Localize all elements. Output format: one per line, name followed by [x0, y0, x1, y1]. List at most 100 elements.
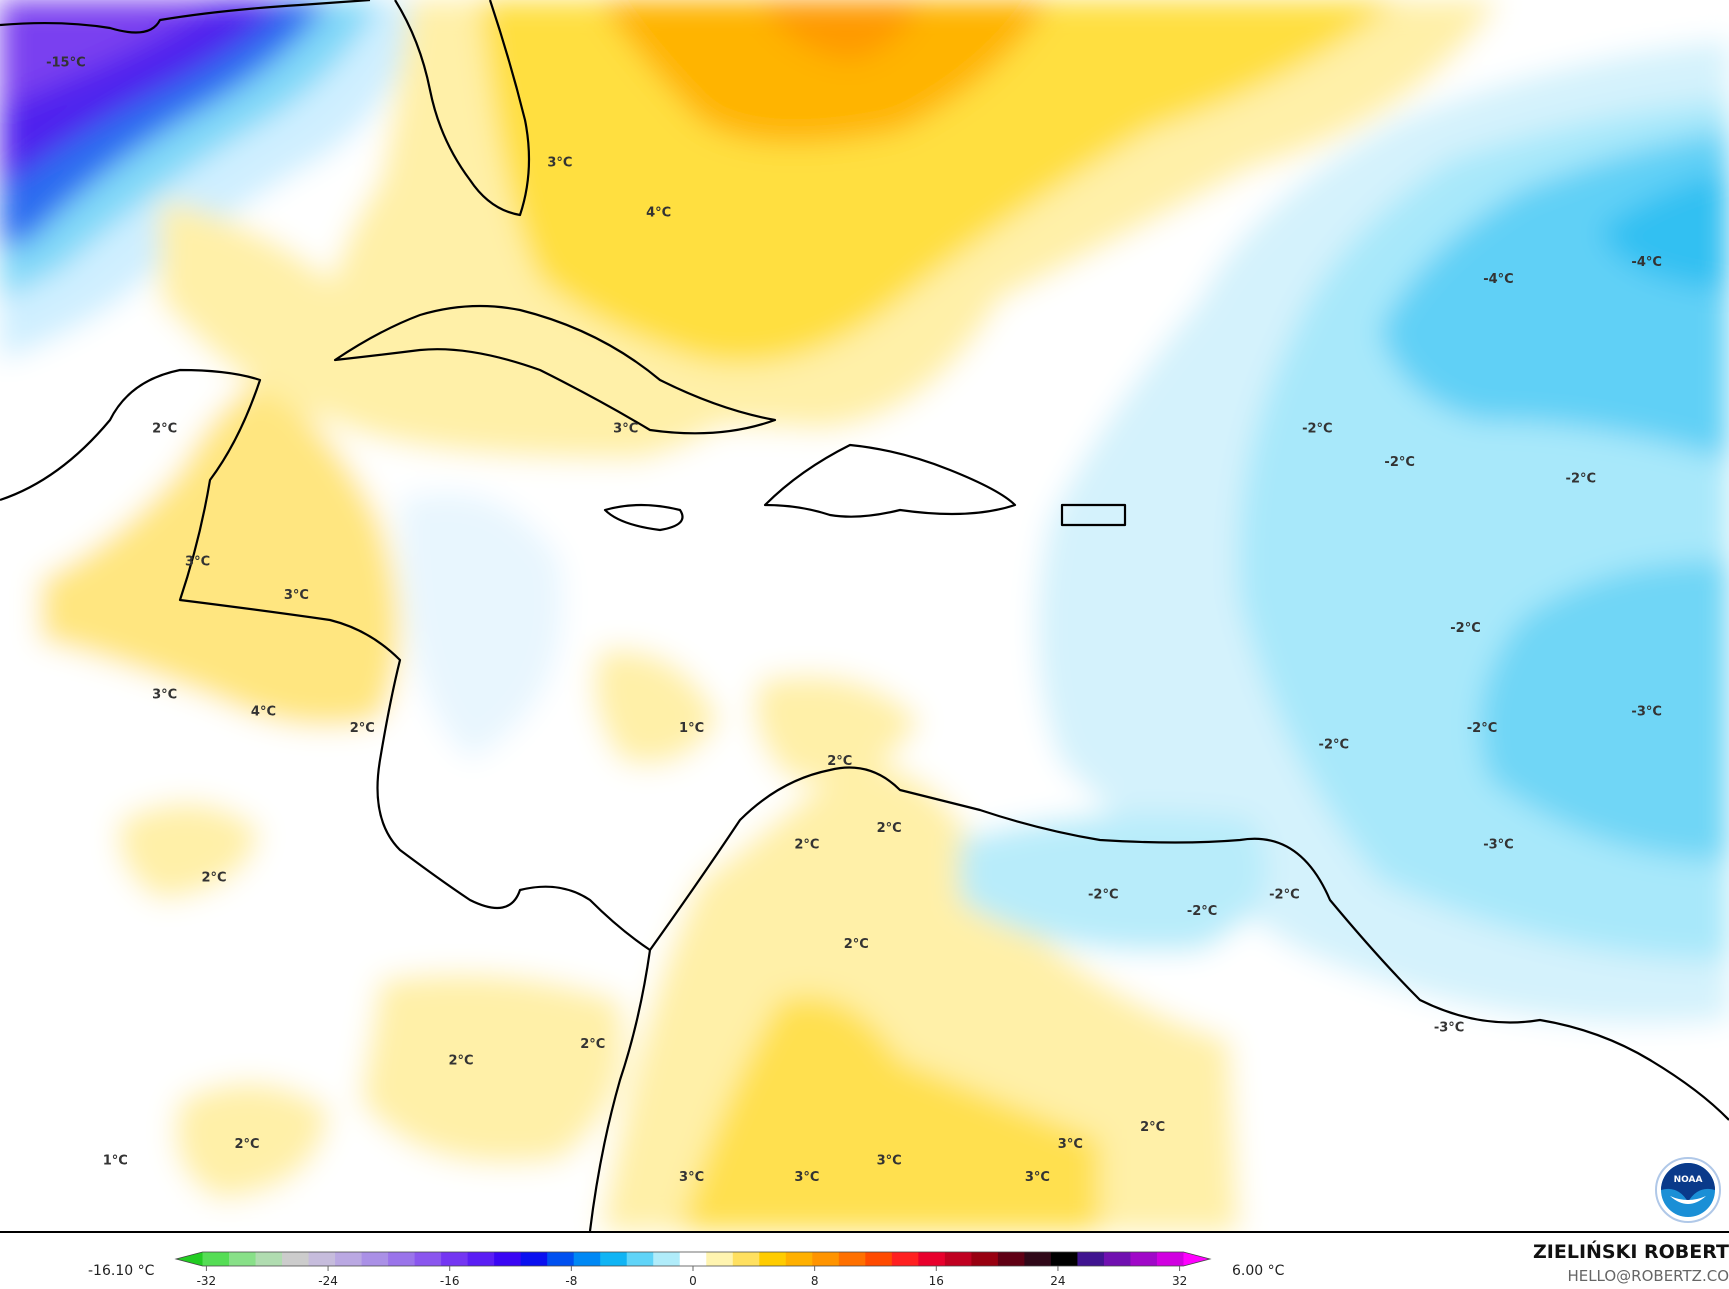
isotherm-label: 3°C	[152, 688, 177, 703]
colorbar-tick-label: -24	[318, 1274, 338, 1288]
puerto-rico	[1060, 503, 1127, 527]
colorbar-segment	[202, 1252, 230, 1266]
anomaly-field	[0, 0, 1729, 1231]
colorbar-segment	[467, 1252, 495, 1266]
hispaniola	[763, 443, 1017, 518]
colorbar-segment	[1156, 1252, 1184, 1266]
colorbar-segment	[732, 1252, 760, 1266]
isotherm-label: 3°C	[794, 1170, 819, 1185]
isotherm-label: 1°C	[679, 721, 704, 736]
isotherm-label: -2°C	[1319, 738, 1349, 753]
footer: -32 -24 -16 -8 0 8 16 24 32 -16.10 °C 6.00 °C ZI…	[0, 1231, 1729, 1289]
isotherm-label: 3°C	[613, 422, 638, 437]
colorbar-segment	[918, 1252, 946, 1266]
yucatan-centralamerica	[0, 368, 651, 951]
isotherm-label: -3°C	[1483, 837, 1513, 852]
cuba	[333, 304, 777, 435]
colorbar-tick-label: 16	[929, 1274, 944, 1288]
florida-coast	[394, 0, 531, 217]
isotherm-label: 3°C	[185, 555, 210, 570]
colorbar-tick-label: 8	[811, 1274, 819, 1288]
colorbar-segment	[626, 1252, 654, 1266]
isotherm-label: 2°C	[449, 1054, 474, 1069]
isotherm-label: -3°C	[1631, 704, 1661, 719]
south-america-west-coast	[588, 949, 652, 1231]
colorbar-min-label: -16.10 °C	[88, 1263, 155, 1279]
colorbar-segment	[494, 1252, 522, 1266]
colorbar-tick-label: 0	[689, 1274, 697, 1288]
isotherm-label: -2°C	[1384, 455, 1414, 470]
colorbar-segment	[335, 1252, 363, 1266]
isotherm-label: 2°C	[1140, 1120, 1165, 1135]
isotherm-label: 2°C	[350, 721, 375, 736]
colorbar-tick-label: 24	[1050, 1274, 1065, 1288]
colorbar-segment	[414, 1252, 442, 1266]
colorbar-segment	[176, 1252, 204, 1266]
isotherm-label: 2°C	[580, 1037, 605, 1052]
colorbar-max-label: 6.00 °C	[1232, 1263, 1285, 1279]
isotherm-label: 2°C	[877, 821, 902, 836]
isotherm-label: -3°C	[1434, 1020, 1464, 1035]
colorbar-segment	[706, 1252, 734, 1266]
isotherm-label: 2°C	[844, 937, 869, 952]
colorbar-segment	[971, 1252, 999, 1266]
coastlines	[0, 0, 1729, 1231]
isotherm-label: -2°C	[1450, 621, 1480, 636]
colorbar-segment	[679, 1252, 707, 1266]
colorbar-segment	[255, 1252, 283, 1266]
isotherm-label: -2°C	[1088, 887, 1118, 902]
colorbar-segment	[600, 1252, 628, 1266]
map-labels: -15°C 3°C 4°C 2°C 3°C 3°C 3°C 3°C 4°C 2°C 1°C 2°C 2°…	[46, 56, 1662, 1186]
isotherm-label: 2°C	[794, 837, 819, 852]
colorbar-segment	[1103, 1252, 1131, 1266]
colorbar-segment	[1130, 1252, 1158, 1266]
isotherm-label: -4°C	[1631, 255, 1661, 270]
isotherm-label: 4°C	[646, 205, 671, 220]
author-credit: ZIELIŃSKI ROBERT	[1533, 1241, 1729, 1263]
colorbar-segment	[573, 1252, 601, 1266]
isotherm-label: -2°C	[1467, 721, 1497, 736]
colorbar-segment	[838, 1252, 866, 1266]
gulf-coast	[0, 0, 371, 34]
colorbar-tick-label: -8	[565, 1274, 577, 1288]
isotherm-label: 3°C	[547, 155, 572, 170]
colorbar-segment	[361, 1252, 389, 1266]
isotherm-label: -15°C	[46, 56, 86, 71]
jamaica	[603, 503, 684, 532]
noaa-logo: NOAA	[1655, 1157, 1721, 1223]
isotherm-label: 3°C	[877, 1153, 902, 1168]
isotherm-label: 2°C	[152, 422, 177, 437]
temperature-anomaly-map: -15°C 3°C 4°C 2°C 3°C 3°C 3°C 3°C 4°C 2°C 1°C 2°C 2°…	[0, 0, 1729, 1231]
colorbar-segment	[547, 1252, 575, 1266]
isotherm-label: 2°C	[202, 871, 227, 886]
svg-text:NOAA: NOAA	[1674, 1175, 1703, 1185]
colorbar-tick-label: 32	[1172, 1274, 1187, 1288]
isotherm-label: 3°C	[1058, 1137, 1083, 1152]
isotherm-label: 2°C	[234, 1137, 259, 1152]
author-email: HELLO@ROBERTZ.CO	[1567, 1267, 1729, 1285]
colorbar-segment	[653, 1252, 681, 1266]
isotherm-label: 1°C	[103, 1153, 128, 1168]
colorbar-segment	[308, 1252, 336, 1266]
colorbar-tick-label: -16	[440, 1274, 460, 1288]
colorbar-outline	[174, 1251, 1212, 1267]
isotherm-label: -2°C	[1187, 904, 1217, 919]
colorbar-segment	[441, 1252, 469, 1266]
isotherm-label: -2°C	[1302, 422, 1332, 437]
colorbar-segment	[229, 1252, 257, 1266]
colorbar-segment	[1077, 1252, 1105, 1266]
colorbar-segment	[1024, 1252, 1052, 1266]
south-america-north-coast	[649, 766, 1729, 1121]
isotherm-label: -4°C	[1483, 272, 1513, 287]
colorbar-segment	[1183, 1252, 1210, 1266]
colorbar-segment	[759, 1252, 787, 1266]
isotherm-label: 3°C	[284, 588, 309, 603]
colorbar-tick-label: -32	[197, 1274, 217, 1288]
isotherm-label: 3°C	[679, 1170, 704, 1185]
colorbar-segment	[997, 1252, 1025, 1266]
colorbar-segment	[944, 1252, 972, 1266]
isotherm-label: 4°C	[251, 704, 276, 719]
isotherm-label: 2°C	[827, 754, 852, 769]
colorbar-segment	[282, 1252, 310, 1266]
colorbar-segment	[520, 1252, 548, 1266]
